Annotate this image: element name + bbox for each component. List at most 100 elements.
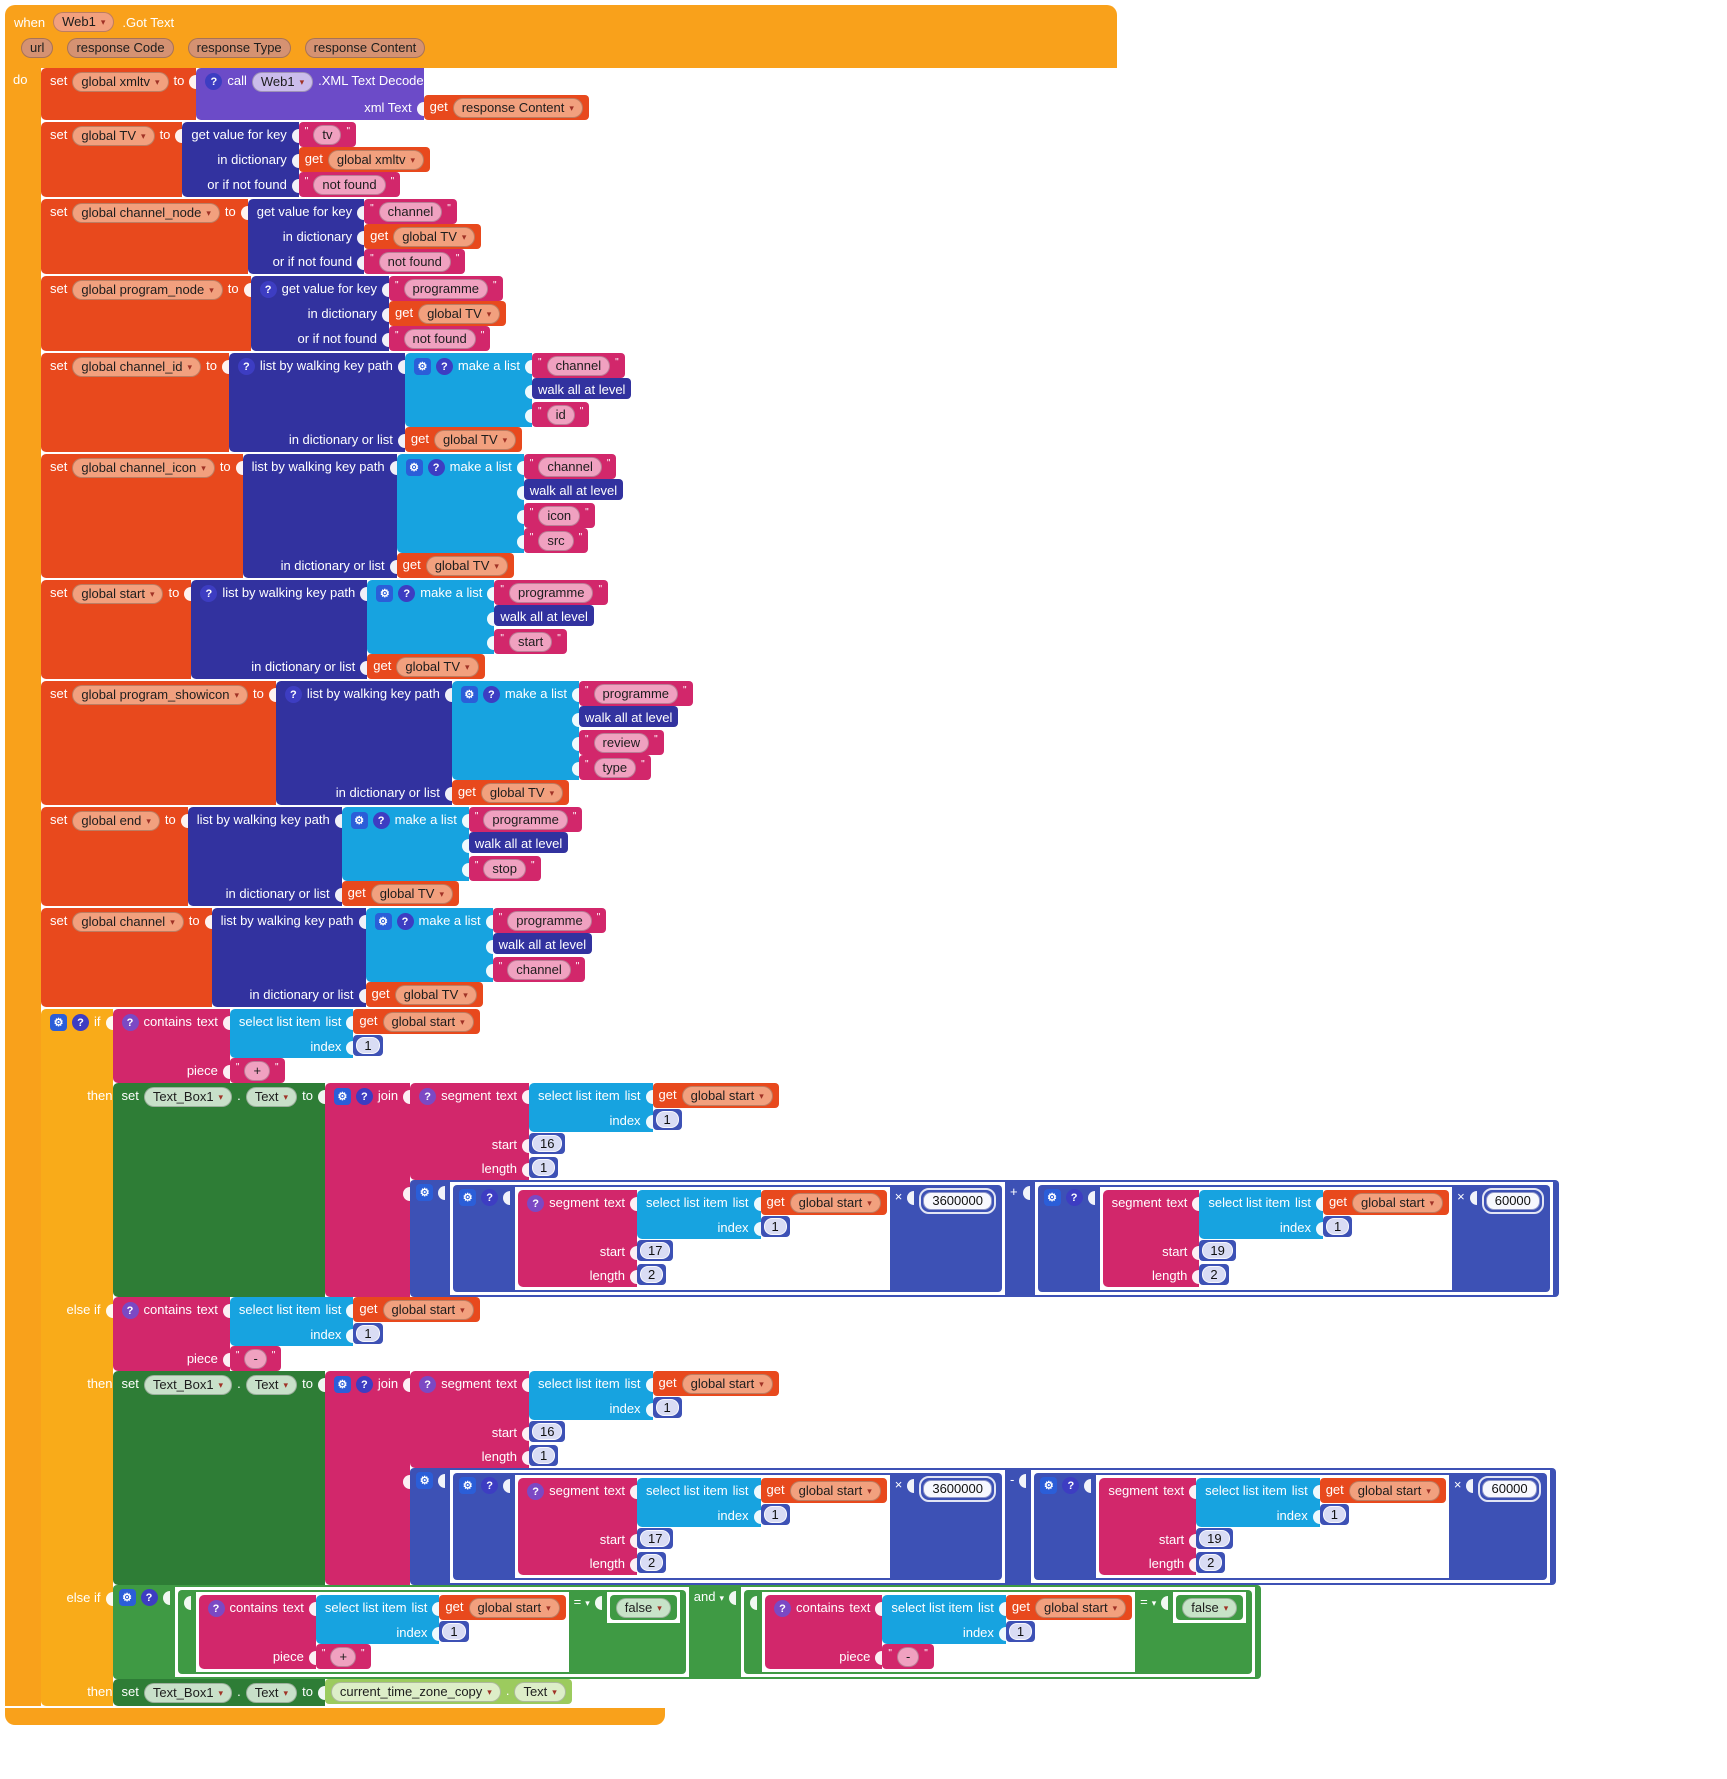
- gear-mutator-icon[interactable]: ⚙: [405, 459, 423, 476]
- dropdown-chip[interactable]: response Content ▾: [452, 98, 583, 118]
- get-global-start-block[interactable]: get global start ▾: [353, 1009, 480, 1034]
- number-block[interactable]: 19: [1199, 1240, 1236, 1261]
- dropdown-chip[interactable]: Text ▾: [514, 1682, 566, 1702]
- dropdown-chip[interactable]: global start ▾: [1348, 1481, 1440, 1501]
- dropdown-chip[interactable]: global TV ▾: [396, 657, 479, 677]
- get-value-for-key-block[interactable]: get value for key " channel " in dictionary g…: [247, 199, 482, 274]
- dropdown-chip[interactable]: global channel_node ▾: [72, 203, 220, 223]
- set-global-end-block[interactable]: set global end ▾ to list by walking key path…: [41, 807, 583, 906]
- dropdown-chip[interactable]: response Content: [304, 38, 426, 58]
- get-global-start-block[interactable]: get global start ▾: [1319, 1478, 1446, 1503]
- help-icon[interactable]: ?: [205, 73, 223, 90]
- string-tv[interactable]: " tv ": [298, 122, 357, 147]
- set-global-channel-node-block[interactable]: set global channel_node ▾ to get value for k…: [41, 199, 482, 274]
- dropdown-chip[interactable]: not found: [403, 329, 476, 349]
- make-a-list-block[interactable]: ⚙? make a list " programme " walk all at leve…: [341, 807, 583, 881]
- number-block[interactable]: 17: [637, 1240, 674, 1261]
- set-global-program-showicon-block[interactable]: set global program_showicon ▾ to? list by wa…: [41, 681, 693, 805]
- help-icon[interactable]: ?: [207, 1600, 225, 1617]
- string-review[interactable]: " review ": [578, 730, 664, 755]
- number-block[interactable]: 1: [1319, 1504, 1349, 1525]
- current-time-zone-copy-text-block[interactable]: current_time_zone_copy ▾. Text ▾: [324, 1679, 572, 1704]
- number-field[interactable]: 3600000: [919, 1188, 996, 1214]
- segment-text-block[interactable]: ? segment text select list item list get globa…: [410, 1083, 779, 1180]
- blocks-workspace[interactable]: when Web1 ▾ .Got Text url response Code respon…: [0, 0, 1727, 1730]
- string-minus[interactable]: " - ": [229, 1346, 282, 1371]
- dropdown-chip[interactable]: current_time_zone_copy ▾: [330, 1682, 501, 1702]
- string-channel[interactable]: " channel ": [492, 957, 586, 982]
- set-textbox1-text-block[interactable]: set Text_Box1 ▾. Text ▾ to ⚙? join? segment text s…: [112, 1083, 1559, 1297]
- get-global-start-block[interactable]: get global start ▾: [760, 1190, 887, 1215]
- help-icon[interactable]: ?: [1062, 1477, 1080, 1494]
- gear-mutator-icon[interactable]: ⚙: [118, 1589, 136, 1606]
- string-programme[interactable]: " programme ": [492, 908, 607, 933]
- dropdown-chip[interactable]: global start ▾: [1352, 1193, 1444, 1213]
- string-src[interactable]: " src ": [523, 528, 589, 553]
- dropdown-chip[interactable]: url: [21, 38, 54, 58]
- list-by-walking-key-path-block[interactable]: ? list by walking key path ⚙? make a list " p…: [191, 580, 608, 679]
- dropdown-chip[interactable]: global TV ▾: [433, 430, 517, 450]
- help-icon[interactable]: ?: [355, 1088, 373, 1105]
- make-a-list-block[interactable]: ⚙? make a list " programme " walk all at leve…: [451, 681, 693, 780]
- help-icon[interactable]: ?: [435, 358, 453, 375]
- number-block[interactable]: 16: [529, 1421, 566, 1442]
- number-block[interactable]: 1: [760, 1504, 790, 1525]
- dropdown-chip[interactable]: programme: [483, 810, 568, 830]
- multiply-block[interactable]: ⚙?? segment text select list item list get glo…: [453, 1185, 1002, 1292]
- dropdown-chip[interactable]: not found: [378, 252, 451, 272]
- dropdown-chip[interactable]: global channel_id ▾: [72, 357, 202, 377]
- dropdown-chip[interactable]: Web1 ▾: [53, 12, 115, 32]
- get-response-content-block[interactable]: get response Content ▾: [423, 95, 589, 120]
- select-list-item-block[interactable]: select list item list get global start ▾ inde…: [637, 1478, 887, 1527]
- multiply-block[interactable]: ⚙? segment text select list item list get glob…: [1034, 1473, 1547, 1580]
- multiply-block[interactable]: ⚙? segment text select list item list get glob…: [1037, 1185, 1550, 1292]
- make-a-list-block[interactable]: ⚙? make a list " programme " walk all at leve…: [365, 908, 607, 982]
- number-block[interactable]: 16: [529, 1133, 566, 1154]
- select-list-item-block[interactable]: select list item list get global start ▾ inde…: [229, 1009, 480, 1058]
- set-global-start-block[interactable]: set global start ▾ to? list by walking key p…: [41, 580, 608, 679]
- get-global-tv-block[interactable]: get global TV ▾: [367, 654, 485, 679]
- get-global-tv-block[interactable]: get global TV ▾: [451, 780, 570, 805]
- string-plus[interactable]: " + ": [315, 1644, 371, 1669]
- string-channel[interactable]: " channel ": [532, 353, 625, 378]
- number-block[interactable]: 17: [637, 1528, 674, 1549]
- gear-mutator-icon[interactable]: ⚙: [374, 913, 392, 930]
- dropdown-chip[interactable]: global start ▾: [72, 584, 164, 604]
- get-global-start-block[interactable]: get global start ▾: [1005, 1595, 1133, 1620]
- dropdown-chip[interactable]: icon: [538, 506, 581, 526]
- select-list-item-block[interactable]: select list item list get global start ▾ inde…: [637, 1190, 887, 1239]
- dropdown-chip[interactable]: Text ▾: [245, 1683, 298, 1703]
- gear-mutator-icon[interactable]: ⚙: [376, 585, 394, 602]
- string-not-found[interactable]: " not found ": [388, 326, 491, 351]
- dropdown-chip[interactable]: -: [896, 1647, 920, 1667]
- dropdown-chip[interactable]: global start ▾: [789, 1481, 881, 1501]
- contains-text-block[interactable]: ? contains text select list item list get glob…: [198, 1595, 566, 1669]
- gear-mutator-icon[interactable]: ⚙: [416, 1184, 434, 1201]
- list-by-walking-key-path-block[interactable]: ? list by walking key path ⚙? make a list " p…: [275, 681, 693, 805]
- dropdown-chip[interactable]: Text ▾: [245, 1087, 298, 1107]
- string-programme[interactable]: " programme ": [578, 681, 693, 706]
- get-global-tv-block[interactable]: get global TV ▾: [404, 427, 523, 452]
- number-block[interactable]: 1: [652, 1109, 682, 1130]
- string-programme[interactable]: " programme ": [388, 276, 503, 301]
- walk-all-at-level-block[interactable]: walk all at level: [468, 832, 569, 853]
- get-value-for-key-block[interactable]: get value for key " tv " in dictionary get glo…: [182, 122, 431, 197]
- dropdown-chip[interactable]: review: [593, 733, 650, 753]
- and-block[interactable]: ⚙?? contains text select list item list get gl…: [112, 1585, 1262, 1679]
- number-block[interactable]: 1: [1005, 1621, 1036, 1642]
- false-block[interactable]: false ▾: [609, 1595, 677, 1620]
- gear-mutator-icon[interactable]: ⚙: [50, 1014, 67, 1031]
- list-by-walking-key-path-block[interactable]: list by walking key path ⚙? make a list " pr…: [187, 807, 583, 906]
- string-plus[interactable]: " + ": [229, 1058, 285, 1083]
- string-stop[interactable]: " stop ": [468, 856, 541, 881]
- dropdown-chip[interactable]: global TV ▾: [394, 985, 477, 1005]
- contains-text-block[interactable]: ? contains text select list item list get glob…: [112, 1009, 480, 1083]
- set-global-xmltv-block[interactable]: set global xmltv ▾ to? call Web1 ▾ .XML Text De…: [41, 68, 589, 120]
- dropdown-chip[interactable]: false ▾: [1182, 1598, 1238, 1618]
- number-block[interactable]: 2: [1196, 1552, 1226, 1573]
- multiply-block[interactable]: ⚙?? segment text select list item list get glo…: [453, 1473, 1002, 1580]
- number-block[interactable]: 2: [1199, 1264, 1229, 1285]
- dropdown-chip[interactable]: +: [244, 1061, 271, 1081]
- get-global-start-block[interactable]: get global start ▾: [760, 1478, 887, 1503]
- number-block[interactable]: 1: [1322, 1216, 1353, 1237]
